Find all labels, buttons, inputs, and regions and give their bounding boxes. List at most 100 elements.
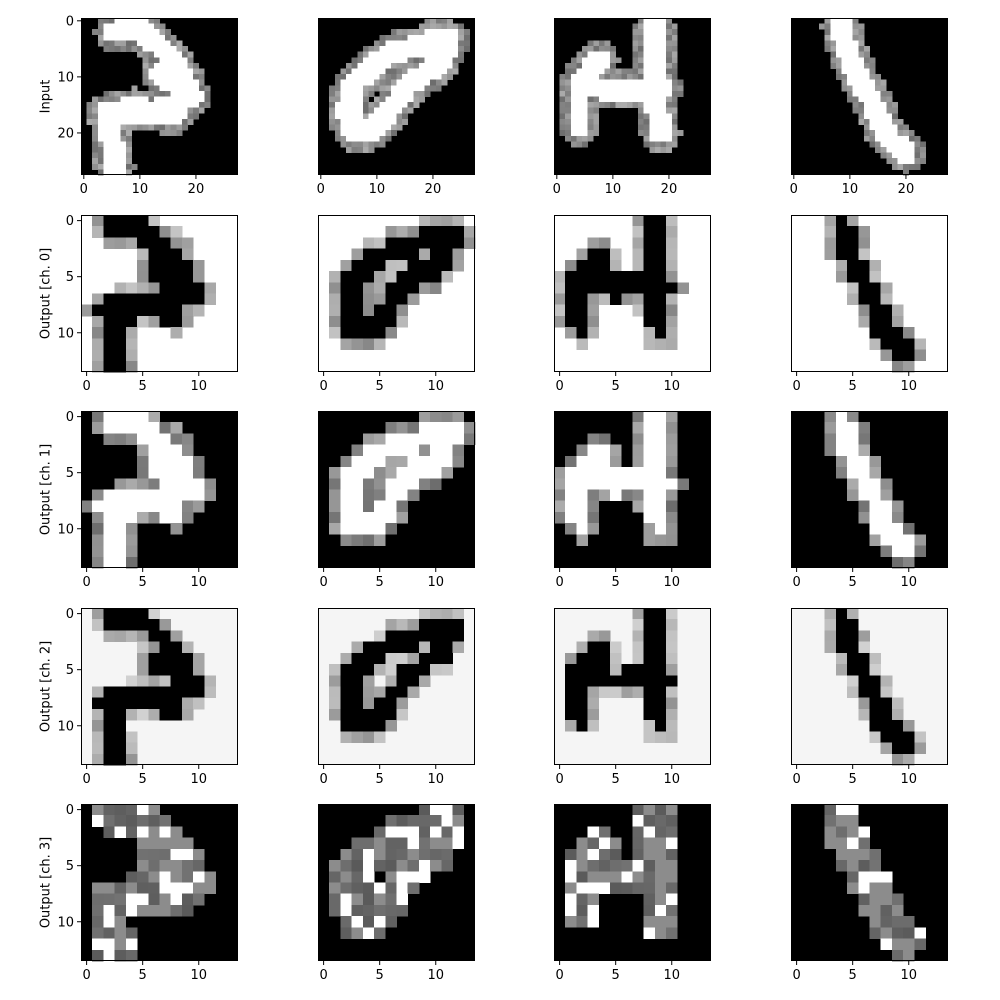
pixel	[114, 18, 121, 24]
pixel	[148, 237, 160, 249]
pixel	[193, 293, 205, 306]
pixel	[181, 315, 194, 328]
pixel	[170, 511, 183, 524]
pixel	[92, 731, 104, 743]
pixel	[334, 74, 341, 81]
pixel	[570, 113, 577, 120]
pixel	[97, 152, 104, 159]
pixel	[396, 675, 409, 687]
pixel	[362, 68, 369, 75]
pixel	[666, 23, 673, 30]
pixel	[170, 489, 183, 502]
pixel	[858, 904, 870, 917]
pixel	[430, 444, 442, 457]
pixel	[835, 433, 848, 445]
pixel	[643, 68, 650, 75]
pixel	[170, 826, 183, 838]
pixel	[103, 23, 110, 30]
pixel	[649, 62, 656, 69]
pixel	[351, 686, 364, 699]
pixel	[660, 46, 667, 52]
pixel	[576, 113, 583, 120]
pixel	[114, 226, 127, 238]
pixel	[334, 79, 341, 86]
pixel	[847, 837, 859, 850]
pixel	[374, 467, 386, 479]
pixel	[346, 113, 352, 120]
pixel	[604, 40, 611, 47]
pixel	[362, 62, 369, 69]
pixel	[351, 848, 364, 861]
pixel	[559, 102, 566, 109]
pixel	[643, 327, 656, 339]
pixel	[858, 697, 870, 710]
pixel	[396, 282, 409, 294]
pixel	[582, 90, 588, 97]
pixel	[103, 90, 110, 97]
pixel	[340, 85, 347, 92]
pixel	[176, 130, 183, 137]
pixel	[654, 315, 667, 328]
pixel	[385, 102, 392, 109]
pixel	[875, 141, 882, 148]
pixel	[159, 90, 166, 97]
pixel	[869, 686, 882, 699]
pixel	[858, 630, 870, 642]
pixel	[131, 90, 138, 97]
pixel	[103, 949, 115, 962]
pixel	[418, 57, 425, 64]
pixel	[125, 511, 138, 524]
pixel	[841, 46, 848, 52]
pixel	[660, 141, 667, 148]
pixel	[654, 118, 661, 125]
pixel	[148, 652, 160, 665]
pixel	[847, 433, 859, 445]
pixel	[340, 500, 352, 513]
pixel	[869, 74, 876, 81]
pixel	[565, 135, 572, 142]
pixel	[418, 444, 431, 457]
pixel	[362, 57, 369, 64]
pixel	[148, 804, 160, 816]
pixel	[103, 152, 110, 159]
pixel	[587, 40, 594, 47]
x-tick-label: 5	[612, 772, 620, 787]
pixel	[109, 102, 115, 109]
pixel	[170, 96, 177, 103]
pixel	[407, 675, 420, 687]
pixel	[368, 79, 375, 86]
pixel	[852, 79, 859, 86]
pixel	[187, 74, 194, 81]
pixel	[430, 79, 437, 86]
x-tick-label: 10	[842, 182, 859, 197]
pixel	[576, 511, 588, 524]
pixel	[385, 422, 397, 434]
pixel	[847, 18, 854, 24]
pixel	[396, 96, 403, 103]
pixel	[357, 90, 364, 97]
x-tick-label: 5	[376, 968, 384, 983]
pixel	[654, 113, 661, 120]
pixel	[131, 118, 138, 125]
pixel	[125, 46, 132, 52]
pixel	[181, 708, 194, 721]
pixel	[587, 664, 600, 676]
pixel	[97, 113, 104, 120]
pixel	[452, 455, 465, 468]
pixel	[137, 40, 144, 47]
pixel	[643, 79, 650, 86]
pixel	[463, 433, 476, 445]
pixel	[430, 422, 442, 434]
pixel	[430, 664, 442, 676]
pixel	[565, 467, 577, 479]
pixel	[649, 146, 656, 153]
pixel	[103, 753, 115, 766]
pixel	[587, 113, 594, 120]
pixel	[835, 40, 842, 47]
pixel	[452, 34, 459, 41]
pixel	[374, 534, 386, 546]
pixel	[824, 23, 831, 30]
pixel	[170, 455, 183, 468]
pixel	[666, 79, 673, 86]
